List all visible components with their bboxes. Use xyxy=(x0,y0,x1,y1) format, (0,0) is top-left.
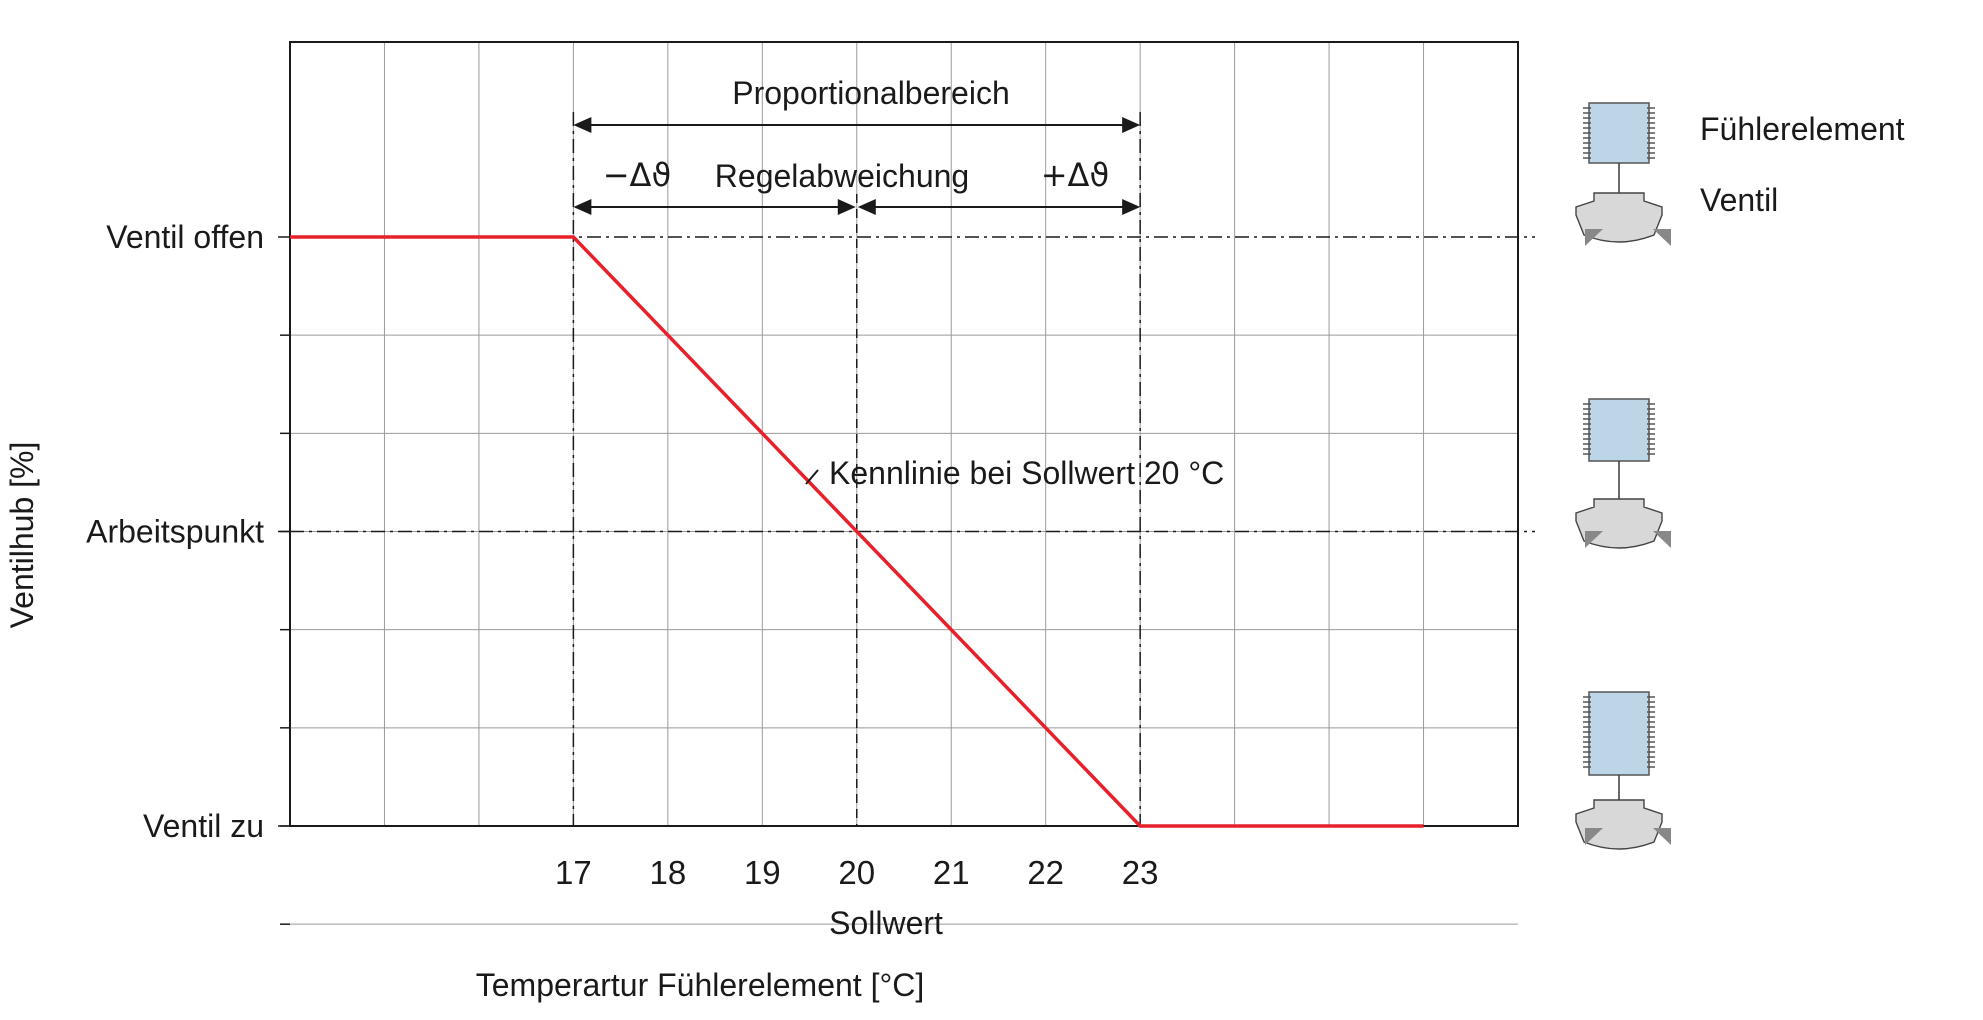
y-tick-label: Ventil offen xyxy=(106,219,264,255)
valve-seat-right-icon xyxy=(1653,229,1671,246)
valve-seat-left-icon xyxy=(1585,828,1603,845)
valve-plug-icon xyxy=(1575,799,1663,850)
valve-seat-right-icon xyxy=(1653,828,1671,845)
annotation-arrows xyxy=(573,117,1141,215)
x-tick-label: 17 xyxy=(555,854,592,891)
annotation-minus-delta: −Δϑ xyxy=(603,156,672,194)
annotation-curve-pointer xyxy=(805,469,819,485)
arrow-minus-delta-head-left xyxy=(573,199,592,215)
sensor-fold-icon xyxy=(1583,403,1655,455)
legend-valve-label: Ventil xyxy=(1700,182,1778,218)
plot-frame xyxy=(289,41,1519,827)
legend-sensor-label: Fühlerelement xyxy=(1700,111,1905,147)
x-tick-label: 23 xyxy=(1122,854,1159,891)
sensor-element-icon xyxy=(1588,102,1650,164)
sensor-fold-icon xyxy=(1583,107,1655,159)
guide-lines xyxy=(290,112,1535,826)
valve-seat-left-icon xyxy=(1585,229,1603,246)
grid xyxy=(280,42,1518,925)
arrow-proportional-band-head-left xyxy=(573,117,592,133)
y-axis-label: Ventilhub [%] xyxy=(4,442,40,629)
annotation-deviation: Regelabweichung xyxy=(715,158,969,194)
sensor-element-icon xyxy=(1588,691,1650,776)
valve-seat-right-icon xyxy=(1653,531,1671,548)
series-line xyxy=(290,235,1424,828)
valve-icon-open xyxy=(1575,102,1671,246)
x-axis-ticks: 17 18 19 20 21 22 23 xyxy=(555,854,1158,891)
valve-icon-working-point xyxy=(1575,398,1671,549)
y-axis-ticks: Ventil offen Arbeitspunkt Ventil zu xyxy=(86,219,290,844)
x-tick-label: 21 xyxy=(933,854,970,891)
y-tick-label: Arbeitspunkt xyxy=(86,514,264,550)
y-tick-label: Ventil zu xyxy=(143,808,264,844)
annotation-curve: Kennlinie bei Sollwert 20 °C xyxy=(829,455,1224,491)
arrow-plus-delta-head-left xyxy=(857,199,876,215)
arrow-minus-delta-head-right xyxy=(837,199,856,215)
sensor-fold-icon xyxy=(1583,696,1655,768)
x-tick-label: 18 xyxy=(649,854,686,891)
valve-icons xyxy=(1575,102,1671,850)
arrow-plus-delta-head-right xyxy=(1122,199,1141,215)
annotation-plus-delta: +Δϑ xyxy=(1041,156,1110,194)
sensor-element-icon xyxy=(1588,398,1650,462)
arrow-proportional-band-head-right xyxy=(1122,117,1141,133)
x-axis-setpoint-label: Sollwert xyxy=(829,905,943,941)
valve-seat-left-icon xyxy=(1585,531,1603,548)
x-tick-label: 19 xyxy=(744,854,781,891)
x-axis-label: Temperartur Fühlerelement [°C] xyxy=(476,967,925,1003)
valve-icon-closed xyxy=(1575,691,1671,850)
annotation-proportional-band: Proportionalbereich xyxy=(732,75,1010,111)
x-tick-label: 20 xyxy=(838,854,875,891)
x-tick-label: 22 xyxy=(1027,854,1064,891)
